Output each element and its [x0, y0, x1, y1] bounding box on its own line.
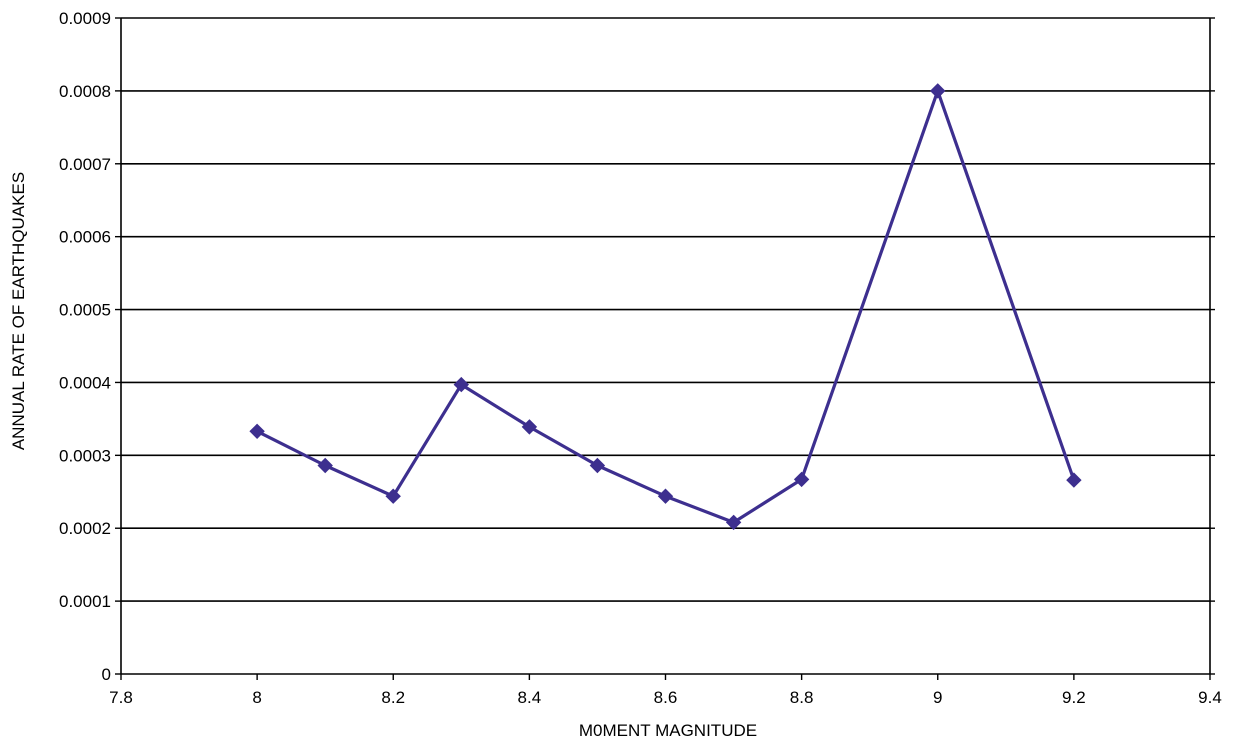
data-point-marker [929, 83, 946, 99]
y-tick-label: 0.0008 [59, 82, 111, 101]
y-tick-label: 0.0007 [59, 155, 111, 174]
data-point-marker [657, 488, 674, 504]
x-tick-label: 8 [252, 688, 261, 707]
data-point-marker [793, 471, 810, 488]
y-axis-title: ANNUAL RATE OF EARTHQUAKES [9, 172, 28, 450]
x-tick-label: 9 [933, 688, 942, 707]
x-tick-labels: 7.8 8 8.2 8.4 8.6 8.8 9 9.2 9.4 [109, 688, 1222, 707]
y-tick-labels: 0 0.0001 0.0002 0.0003 0.0004 0.0005 0.0006 0.0… [59, 9, 111, 684]
data-point-marker [589, 457, 606, 474]
axes [115, 17, 1215, 680]
y-tick-label: 0.0009 [59, 9, 111, 28]
x-tick-label: 8.2 [381, 688, 405, 707]
data-point-marker [521, 419, 538, 435]
data-point-marker [1066, 472, 1082, 488]
data-point-marker [385, 488, 401, 504]
y-tick-label: 0.0006 [59, 228, 111, 247]
y-tick-label: 0 [102, 665, 111, 684]
x-tick-label: 7.8 [109, 688, 133, 707]
series-line [256, 89, 1076, 525]
x-tick-label: 8.4 [518, 688, 542, 707]
y-tick-label: 0.0005 [59, 301, 111, 320]
x-tick-label: 9.4 [1198, 688, 1222, 707]
y-tick-label: 0.0004 [59, 373, 111, 392]
x-tick-label: 8.8 [790, 688, 814, 707]
y-tick-label: 0.0001 [59, 592, 111, 611]
series [249, 83, 1082, 531]
gridlines [121, 17, 1210, 602]
x-tick-label: 9.2 [1062, 688, 1086, 707]
data-point-marker [725, 514, 742, 531]
x-tick-label: 8.6 [654, 688, 678, 707]
data-point-marker [453, 376, 470, 393]
data-point-marker [317, 457, 333, 474]
x-axis-title: M0MENT MAGNITUDE [579, 721, 757, 740]
y-tick-label: 0.0003 [59, 446, 111, 465]
y-tick-label: 0.0002 [59, 519, 111, 538]
data-point-marker [249, 423, 265, 440]
